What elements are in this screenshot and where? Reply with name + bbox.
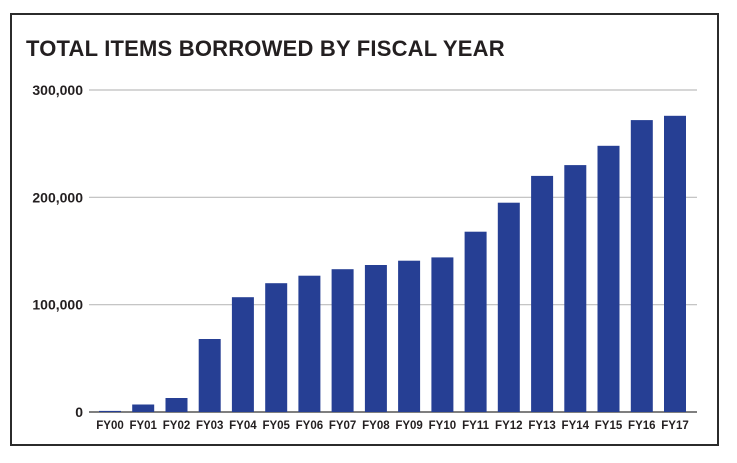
bar-fy06	[298, 275, 321, 412]
bar-fy07	[331, 269, 354, 412]
y-tick-label: 100,000	[32, 297, 83, 313]
y-tick-label: 200,000	[32, 189, 83, 205]
y-axis: 0 100,000 200,000 300,000	[32, 82, 83, 420]
bar-fy00	[99, 410, 121, 412]
bar-fy10	[431, 257, 454, 412]
gridlines	[89, 89, 697, 413]
bar-fy11	[464, 231, 487, 412]
bar-fy09	[398, 260, 421, 412]
x-tick-label: FY10	[429, 420, 457, 432]
x-tick-label: FY00	[96, 420, 124, 432]
chart-title: TOTAL ITEMS BORROWED BY FISCAL YEAR	[26, 36, 505, 61]
bar-fy02	[165, 398, 188, 412]
x-tick-label: FY04	[229, 420, 257, 432]
x-tick-label: FY11	[462, 420, 489, 432]
bar-fy15	[597, 145, 620, 413]
x-tick-label: FY01	[129, 420, 157, 432]
y-tick-label: 300,000	[32, 82, 83, 98]
x-tick-label: FY17	[661, 420, 689, 432]
bar-fy12	[497, 202, 520, 412]
bar-fy13	[531, 175, 554, 412]
bar-fy16	[630, 120, 653, 412]
x-tick-label: FY15	[595, 420, 623, 432]
x-tick-label: FY09	[395, 420, 423, 432]
y-tick-label: 0	[75, 404, 83, 420]
x-tick-label: FY06	[296, 420, 324, 432]
x-tick-label: FY05	[262, 420, 290, 432]
x-tick-label: FY16	[628, 420, 656, 432]
x-tick-label: FY02	[163, 420, 191, 432]
x-tick-label: FY14	[562, 420, 590, 432]
bar-fy03	[198, 339, 221, 412]
bars	[99, 115, 686, 413]
x-tick-label: FY13	[528, 420, 556, 432]
bar-fy05	[265, 283, 288, 412]
x-tick-label: FY03	[196, 420, 224, 432]
x-tick-label: FY08	[362, 420, 390, 432]
bar-fy04	[231, 297, 254, 412]
bar-fy14	[564, 165, 587, 412]
bar-fy08	[364, 265, 387, 412]
x-tick-label: FY07	[329, 420, 357, 432]
bar-fy01	[132, 404, 155, 412]
bar-fy17	[664, 115, 686, 413]
x-axis: FY00 FY01 FY02 FY03 FY04 FY05 FY06 FY07 FY08 FY09…	[96, 420, 689, 432]
x-tick-label: FY12	[495, 420, 523, 432]
